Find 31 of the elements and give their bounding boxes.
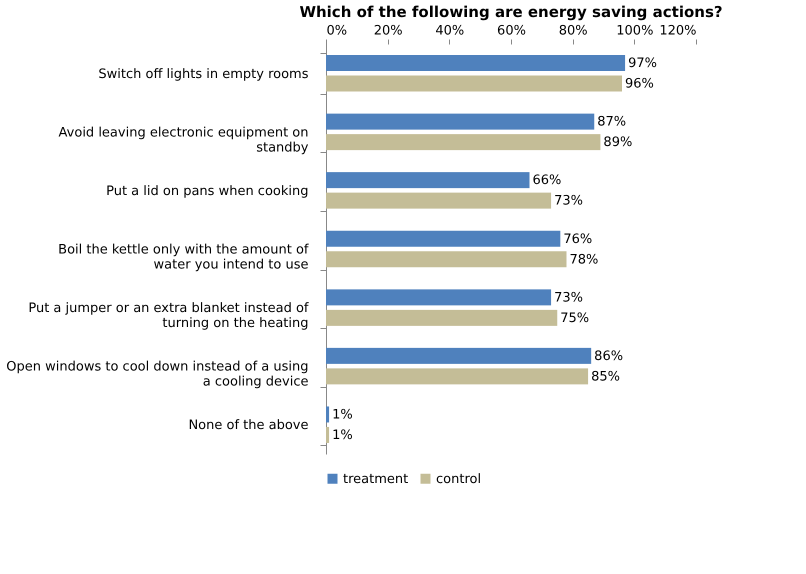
y-tick-label: Open windows to cool down instead of a using a cooling device xyxy=(6,360,308,390)
data-label: 89% xyxy=(603,135,632,150)
x-tick-label: 40% xyxy=(435,24,464,38)
y-tick-label: Switch off lights in empty rooms xyxy=(98,66,309,82)
x-tick-label: 20% xyxy=(374,24,403,38)
data-label: 97% xyxy=(628,56,657,72)
y-tick-label: Avoid leaving electronic equipment on standby xyxy=(58,125,309,156)
data-label: 1% xyxy=(332,407,353,422)
data-label: 87% xyxy=(597,114,626,130)
data-label: 78% xyxy=(570,252,598,268)
x-tick-label: 80% xyxy=(558,24,588,38)
y-tick-label: Boil the kettle only with the amount of water you intend to use xyxy=(58,242,309,272)
x-tick-label: 60% xyxy=(497,24,526,38)
data-label: 66% xyxy=(532,173,562,188)
data-label: 1% xyxy=(332,428,353,443)
y-tick-label: None of the above xyxy=(188,418,308,434)
data-label: 86% xyxy=(594,348,624,364)
legend-label: control xyxy=(436,472,482,487)
data-label: 96% xyxy=(625,76,654,92)
data-label: 73% xyxy=(554,290,583,306)
data-label: 85% xyxy=(591,369,620,384)
x-tick-label: 120% xyxy=(659,24,696,38)
y-tick-label: Put a lid on pans when cooking xyxy=(106,184,308,199)
legend-label: treatment xyxy=(343,472,408,487)
data-label: 75% xyxy=(560,310,590,326)
x-tick-label: 0% xyxy=(326,24,348,38)
x-tick-label: 100% xyxy=(616,24,654,38)
y-tick-label: Put a jumper or an extra blanket instead of turning on the heating xyxy=(28,301,309,332)
chart-title: Which of the following are energy saving actions? xyxy=(299,3,723,21)
data-label: 73% xyxy=(554,194,583,209)
data-label: 76% xyxy=(563,232,592,247)
